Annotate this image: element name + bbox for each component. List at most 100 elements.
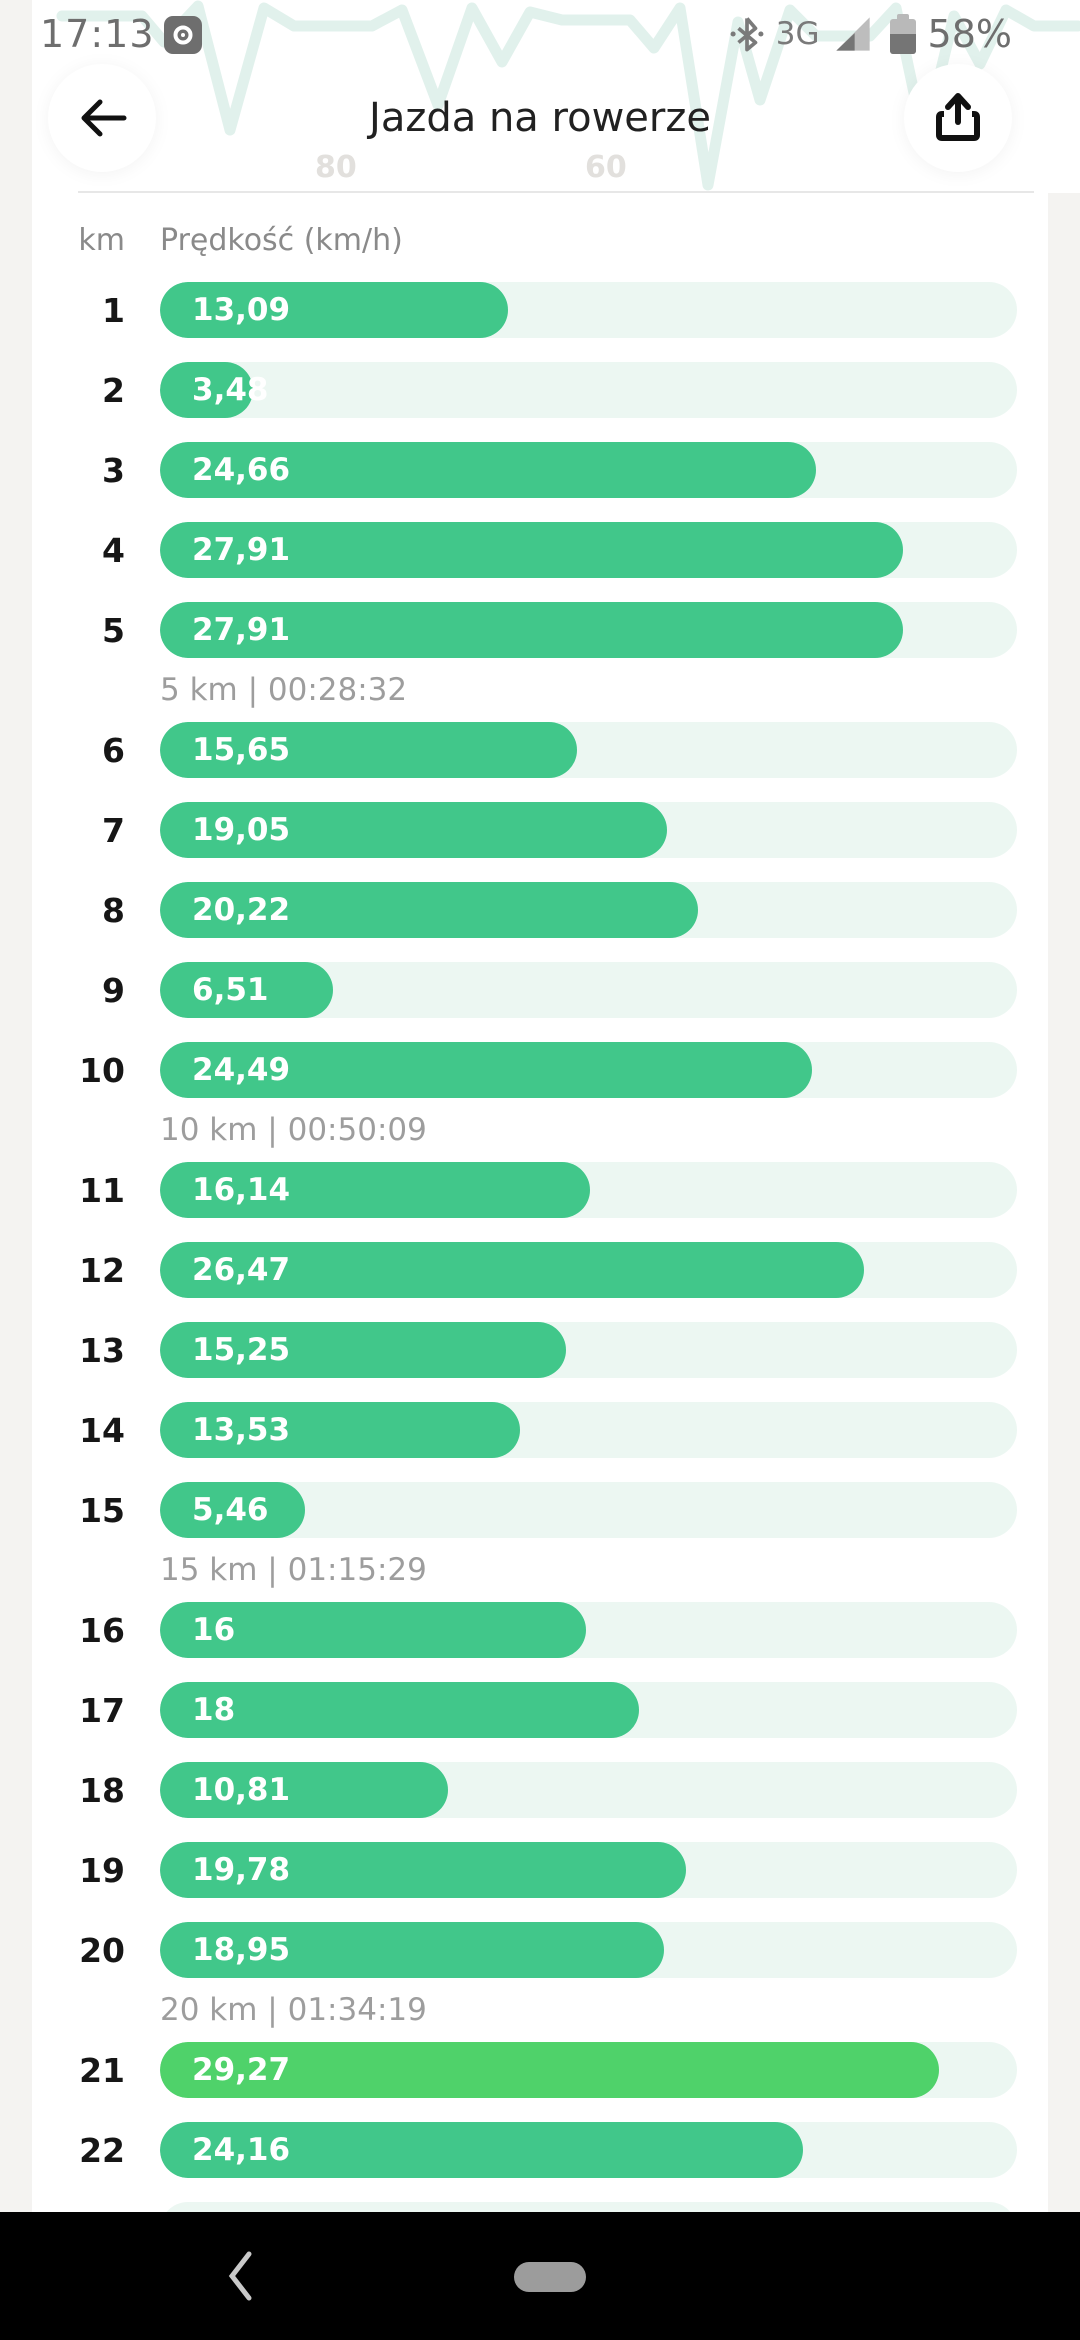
status-bar-right: 3G 58% — [730, 10, 1012, 58]
chart-row-km-8: 8 20,22 — [32, 870, 1048, 950]
km-label: 21 — [79, 2050, 125, 2090]
chart-row-km-16: 16 16 — [32, 1590, 1048, 1670]
speed-bar-track: 15,65 — [160, 722, 1017, 778]
speed-value-label: 5,46 — [192, 1492, 269, 1528]
speed-value-label: 27,91 — [192, 532, 291, 568]
speed-value-label: 18 — [192, 1692, 236, 1728]
speed-value-label: 16 — [192, 1612, 236, 1648]
clock-text: 17:13 — [40, 12, 155, 56]
speed-value-label: 16,14 — [192, 1172, 291, 1208]
speed-value-label: 19,05 — [192, 812, 291, 848]
speed-bar-fill: 24,66 — [160, 442, 817, 498]
speed-bar-track: 6,51 — [160, 962, 1017, 1018]
speed-bar-fill: 15,25 — [160, 1322, 566, 1378]
speed-bar-fill: 20,22 — [160, 882, 699, 938]
speed-value-label: 13,09 — [192, 292, 291, 328]
speed-value-label: 29,27 — [192, 2052, 291, 2088]
km-label: 18 — [79, 1770, 125, 1810]
speed-bar-fill: 10,81 — [160, 1762, 448, 1818]
speed-bar-fill: 16,14 — [160, 1162, 590, 1218]
speed-bar-track: 26,47 — [160, 1242, 1017, 1298]
column-headers: km Prędkość (km/h) — [32, 210, 1048, 270]
speed-bar-track: 27,91 — [160, 602, 1017, 658]
speed-value-label: 19,78 — [192, 1852, 291, 1888]
battery-percent-label: 58% — [927, 12, 1012, 56]
km-label: 19 — [79, 1850, 125, 1890]
speed-bar-fill: 13,53 — [160, 1402, 521, 1458]
speed-value-label: 24,66 — [192, 452, 291, 488]
battery-icon — [889, 14, 916, 54]
share-button[interactable] — [904, 64, 1012, 172]
chart-row-km-12: 12 26,47 — [32, 1230, 1048, 1310]
watermark-tick-60: 60 — [585, 150, 627, 185]
speed-bar-track: 16 — [160, 1602, 1017, 1658]
speed-bar-fill-max: 29,27 — [160, 2042, 939, 2098]
network-type-label: 3G — [775, 16, 820, 52]
km-label: 2 — [102, 370, 125, 410]
speed-bar-fill: 19,05 — [160, 802, 667, 858]
speed-bar-fill: 26,47 — [160, 1242, 865, 1298]
nav-home-pill[interactable] — [514, 2262, 586, 2292]
km-label: 4 — [102, 530, 125, 570]
back-button[interactable] — [48, 64, 156, 172]
speed-bar-track: 10,81 — [160, 1762, 1017, 1818]
chart-row-km-19: 19 19,78 — [32, 1830, 1048, 1910]
km-label: 9 — [102, 970, 125, 1010]
speed-bar-fill: 18,95 — [160, 1922, 665, 1978]
speed-value-label: 6,51 — [192, 972, 269, 1008]
divider-mask-right — [1034, 191, 1048, 193]
speed-bar-track: 15,25 — [160, 1322, 1017, 1378]
milestone-split-label: 10 km | 00:50:09 — [160, 1112, 427, 1148]
speed-value-label: 13,53 — [192, 1412, 291, 1448]
km-label: 10 — [79, 1050, 125, 1090]
speed-bar-fill: 16 — [160, 1602, 586, 1658]
speed-bar-fill: 3,48 — [160, 362, 269, 418]
status-bar: 17:13 3G 58% — [32, 10, 1048, 58]
speed-bar-track: 27,91 — [160, 522, 1017, 578]
speed-bar-track: 16,14 — [160, 1162, 1017, 1218]
chart-row-km-17: 17 18 — [32, 1670, 1048, 1750]
speed-bar-fill: 24,16 — [160, 2122, 803, 2178]
chart-row-km-4: 4 27,91 — [32, 510, 1048, 590]
chart-row-km-14: 14 13,53 — [32, 1390, 1048, 1470]
speed-value-label: 20,22 — [192, 892, 291, 928]
nav-back-button[interactable] — [215, 2246, 265, 2306]
speed-bar-fill: 24,49 — [160, 1042, 812, 1098]
km-label: 20 — [79, 1930, 125, 1970]
android-navigation-bar — [0, 2212, 1080, 2340]
speed-value-label: 18,95 — [192, 1932, 291, 1968]
speed-bar-track: 5,46 — [160, 1482, 1017, 1538]
km-label: 3 — [102, 450, 125, 490]
speed-value-label: 24,49 — [192, 1052, 291, 1088]
speed-bar-track: 24,66 — [160, 442, 1017, 498]
chart-row-km-1: 1 13,09 — [32, 270, 1048, 350]
chart-row-km-2: 2 3,48 — [32, 350, 1048, 430]
speed-bar-track: 18 — [160, 1682, 1017, 1738]
chart-row-km-3: 3 24,66 — [32, 430, 1048, 510]
speed-bar-track: 18,95 — [160, 1922, 1017, 1978]
column-header-km: km — [78, 222, 125, 258]
km-label: 6 — [102, 730, 125, 770]
speed-bar-fill: 15,65 — [160, 722, 577, 778]
speed-value-label: 15,25 — [192, 1332, 291, 1368]
speed-bar-fill: 27,91 — [160, 522, 903, 578]
chart-row-km-9: 9 6,51 — [32, 950, 1048, 1030]
speed-bar-track: 19,78 — [160, 1842, 1017, 1898]
chart-row-km-18: 18 10,81 — [32, 1750, 1048, 1830]
km-label: 8 — [102, 890, 125, 930]
milestone-split-label: 5 km | 00:28:32 — [160, 672, 408, 708]
km-label: 5 — [102, 610, 125, 650]
milestone-split-label: 15 km | 01:15:29 — [160, 1552, 427, 1588]
camera-icon — [164, 16, 202, 54]
chart-row-km-6: 6 15,65 — [32, 710, 1048, 790]
speed-bar-fill: 13,09 — [160, 282, 509, 338]
chart-rows-list: 1 13,09 2 3,48 3 24,66 4 27,91 5 27,91 5 km | 00:2… — [32, 270, 1048, 2212]
bluetooth-icon — [730, 17, 764, 52]
chart-row-km-11: 11 16,14 — [32, 1150, 1048, 1230]
chart-row-km-20: 20 18,95 — [32, 1910, 1048, 1990]
speed-bar-fill: 27,91 — [160, 602, 903, 658]
speed-value-label: 15,65 — [192, 732, 291, 768]
speed-chart-card: km Prędkość (km/h) 1 13,09 2 3,48 3 24,66 4 27,… — [32, 193, 1048, 2212]
chart-row-partial — [32, 2190, 1048, 2212]
